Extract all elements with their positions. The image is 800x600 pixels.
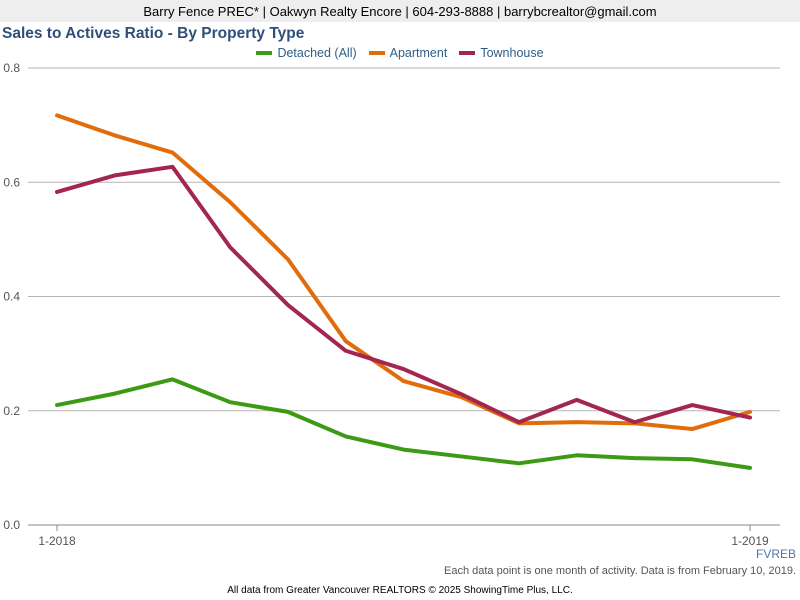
copyright-notice: All data from Greater Vancouver REALTORS… [227, 585, 573, 596]
legend-label-detached: Detached (All) [277, 46, 357, 60]
agent-contact-header: Barry Fence PREC* | Oakwyn Realty Encore… [0, 0, 800, 22]
x-tick-label: 1-2019 [731, 534, 769, 548]
y-tick-label: 0.4 [3, 290, 20, 304]
legend-swatch-townhouse [459, 51, 476, 55]
chart-legend: Detached (All) Apartment Townhouse [0, 46, 800, 60]
legend-item-apartment[interactable]: Apartment [368, 46, 448, 60]
legend-label-townhouse: Townhouse [480, 46, 544, 60]
data-footnote: Each data point is one month of activity… [444, 565, 796, 577]
chart-title: Sales to Actives Ratio - By Property Typ… [2, 25, 305, 42]
y-tick-label: 0.2 [3, 404, 20, 418]
agent-contact-text: Barry Fence PREC* | Oakwyn Realty Encore… [143, 3, 657, 19]
legend-item-townhouse[interactable]: Townhouse [459, 46, 544, 60]
y-tick-label: 0.6 [3, 175, 20, 189]
legend-label-apartment: Apartment [389, 46, 448, 60]
source-tag: FVREB [755, 547, 796, 561]
y-tick-label: 0.8 [3, 61, 20, 75]
legend-item-detached[interactable]: Detached (All) [256, 46, 357, 60]
series-line-townhouse [55, 164, 752, 425]
legend-swatch-detached [256, 51, 273, 55]
series-line-detached-all [55, 377, 752, 470]
legend-swatch-apartment [368, 51, 385, 55]
x-tick-label: 1-2018 [38, 534, 76, 548]
y-tick-label: 0.0 [3, 518, 20, 532]
